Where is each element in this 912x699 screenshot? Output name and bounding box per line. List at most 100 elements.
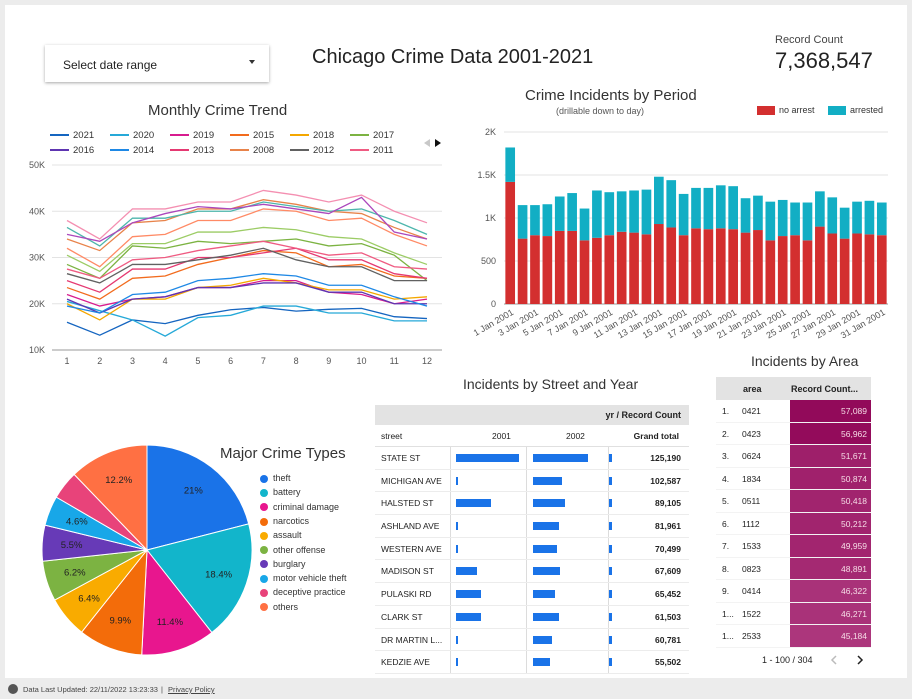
y-tick-label: 500	[481, 256, 496, 266]
table-row[interactable]: 6. 1112 50,212	[716, 513, 871, 536]
grand-total: 70,499	[655, 544, 681, 554]
column-divider	[450, 583, 451, 605]
prev-page-icon[interactable]	[830, 655, 838, 665]
row-index: 1...	[722, 631, 734, 641]
table-row[interactable]: 9. 0414 46,322	[716, 580, 871, 603]
major-crime-legend: theft battery criminal damage narcotics assa…	[260, 473, 370, 623]
privacy-policy-link[interactable]: Privacy Policy	[168, 685, 215, 694]
col-street-header[interactable]: street	[381, 431, 402, 441]
row-index: 9.	[722, 586, 729, 596]
street-name: KEDZIE AVE	[381, 657, 430, 667]
area-pagination: 1 - 100 / 304	[716, 648, 871, 670]
col-total-header[interactable]: Grand total	[634, 431, 679, 441]
column-divider	[450, 447, 451, 469]
area-code: 0823	[742, 564, 761, 574]
col-area-header[interactable]: area	[743, 384, 762, 394]
bar-no-arrest	[827, 233, 837, 304]
legend-item-2021[interactable]: 2021	[50, 130, 94, 141]
bar-arrested	[778, 200, 788, 236]
table-row[interactable]: CLARK ST 61,503	[375, 606, 689, 629]
bar-2001	[456, 636, 458, 644]
bar-no-arrest	[753, 230, 763, 304]
grand-total: 55,502	[655, 657, 681, 667]
table-row[interactable]: DR MARTIN L... 60,781	[375, 629, 689, 652]
table-row[interactable]: 1. 0421 57,089	[716, 400, 871, 423]
info-icon	[8, 684, 18, 694]
table-row[interactable]: 1... 1522 46,271	[716, 603, 871, 626]
area-code: 0423	[742, 429, 761, 439]
monthly-trend-chart: 10K20K30K40K50K1 2 3 4 5 6 7 8 9 10 11 12	[5, 155, 445, 365]
row-index: 4.	[722, 474, 729, 484]
pie-legend-item[interactable]: theft	[260, 473, 291, 483]
table-row[interactable]: WESTERN AVE 70,499	[375, 538, 689, 561]
pie-legend-item[interactable]: others	[260, 602, 298, 612]
col-count-header[interactable]: Record Count...	[791, 384, 858, 394]
table-row[interactable]: 5. 0511 50,418	[716, 490, 871, 513]
pagination-range: 1 - 100 / 304	[762, 655, 813, 665]
column-divider	[526, 560, 527, 582]
legend-dot	[260, 560, 268, 568]
table-row[interactable]: 2. 0423 56,962	[716, 423, 871, 446]
pie-label: 11.4%	[157, 617, 184, 628]
row-index: 2.	[722, 429, 729, 439]
grand-total: 65,452	[655, 589, 681, 599]
header-group-label: yr / Record Count	[605, 410, 681, 420]
legend-label: theft	[273, 473, 291, 483]
bar-total	[609, 590, 612, 598]
y-tick-label: 50K	[29, 160, 45, 170]
legend-line	[50, 134, 69, 136]
legend-prev-icon[interactable]	[424, 139, 430, 147]
bar-arrested	[555, 197, 565, 231]
column-divider	[526, 447, 527, 469]
pie-legend-item[interactable]: burglary	[260, 559, 306, 569]
pie-legend-item[interactable]: other offense	[260, 545, 325, 555]
bar-arrested	[865, 201, 875, 235]
area-table: area Record Count... 1. 0421 57,089 2. 0423 5…	[716, 377, 871, 670]
date-range-label: Select date range	[63, 58, 157, 72]
legend-item-2015[interactable]: 2015	[230, 130, 274, 141]
pie-legend-item[interactable]: deceptive practice	[260, 587, 346, 597]
col-2002-header[interactable]: 2002	[566, 431, 585, 441]
caret-down-icon	[249, 60, 255, 64]
table-row[interactable]: STATE ST 125,190	[375, 447, 689, 470]
table-row[interactable]: 8. 0823 48,891	[716, 558, 871, 581]
monthly-trend-legend: 2021 2020 2019 2015 2018 2017 2016 2014 2013 2008…	[50, 130, 450, 158]
pie-legend-item[interactable]: criminal damage	[260, 502, 339, 512]
bar-no-arrest	[778, 236, 788, 304]
y-tick-label: 20K	[29, 299, 45, 309]
area-code: 0511	[742, 496, 760, 506]
bar-arrested	[592, 190, 602, 237]
table-row[interactable]: 4. 1834 50,874	[716, 468, 871, 491]
grand-total: 61,503	[655, 612, 681, 622]
table-row[interactable]: KEDZIE AVE 55,502	[375, 651, 689, 674]
table-row[interactable]: MICHIGAN AVE 102,587	[375, 470, 689, 493]
bar-no-arrest	[642, 234, 652, 304]
date-range-selector[interactable]: Select date range	[45, 45, 269, 82]
table-row[interactable]: HALSTED ST 89,105	[375, 492, 689, 515]
table-row[interactable]: 1... 2533 45,184	[716, 625, 871, 648]
bar-arrested	[728, 186, 738, 229]
legend-item-2019[interactable]: 2019	[170, 130, 214, 141]
legend-item-2020[interactable]: 2020	[110, 130, 154, 141]
pie-legend-item[interactable]: battery	[260, 487, 301, 497]
table-row[interactable]: PULASKI RD 65,452	[375, 583, 689, 606]
bar-2002	[533, 567, 560, 575]
area-code: 1533	[742, 541, 761, 551]
legend-item-2017[interactable]: 2017	[350, 130, 394, 141]
next-page-icon[interactable]	[856, 655, 864, 665]
bar-no-arrest	[518, 239, 528, 304]
pie-legend-item[interactable]: motor vehicle theft	[260, 573, 347, 583]
legend-item-2018[interactable]: 2018	[290, 130, 334, 141]
legend-next-icon[interactable]	[435, 139, 441, 147]
bar-2002	[533, 613, 559, 621]
table-row[interactable]: 7. 1533 49,959	[716, 535, 871, 558]
bar-arrested	[580, 209, 590, 241]
pie-legend-item[interactable]: narcotics	[260, 516, 309, 526]
table-row[interactable]: MADISON ST 67,609	[375, 560, 689, 583]
pie-legend-item[interactable]: assault	[260, 530, 302, 540]
table-row[interactable]: 3. 0624 51,671	[716, 445, 871, 468]
pie-label: 5.5%	[61, 540, 83, 551]
legend-line	[110, 134, 129, 136]
table-row[interactable]: ASHLAND AVE 81,961	[375, 515, 689, 538]
col-2001-header[interactable]: 2001	[492, 431, 511, 441]
